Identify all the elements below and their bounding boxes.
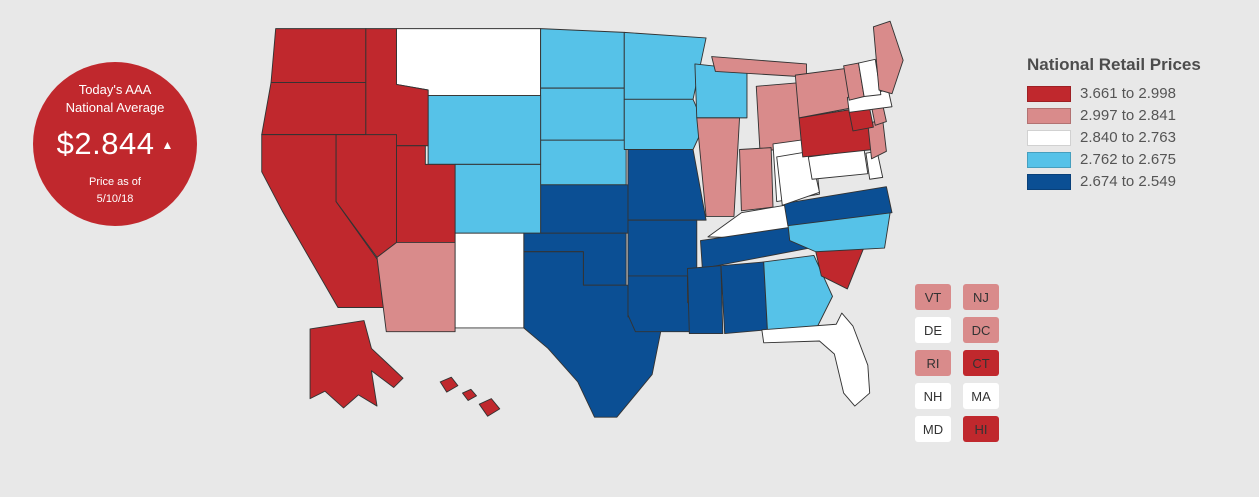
chip-ma[interactable]: MA xyxy=(963,383,999,409)
state-nh[interactable] xyxy=(858,58,882,97)
state-tx[interactable] xyxy=(523,251,662,418)
legend-label: 2.840 to 2.763 xyxy=(1080,129,1176,146)
state-nd[interactable] xyxy=(540,28,625,89)
state-ar[interactable] xyxy=(627,219,698,277)
chip-nh[interactable]: NH xyxy=(915,383,951,409)
chip-ri[interactable]: RI xyxy=(915,350,951,376)
state-wv[interactable] xyxy=(776,150,820,206)
national-average-badge: Today's AAA National Average $2.844 ▲ Pr… xyxy=(33,62,197,226)
chip-dc[interactable]: DC xyxy=(963,317,999,343)
state-mn[interactable] xyxy=(623,31,707,100)
national-average-price: $2.844 xyxy=(56,126,155,162)
state-az[interactable] xyxy=(376,241,456,333)
state-mo[interactable] xyxy=(627,149,707,221)
chip-md[interactable]: MD xyxy=(915,416,951,442)
state-ks[interactable] xyxy=(540,184,629,234)
state-ak[interactable] xyxy=(309,320,404,409)
legend-label: 3.661 to 2.998 xyxy=(1080,85,1176,102)
badge-price-row: $2.844 ▲ xyxy=(57,126,174,162)
us-choropleth-map xyxy=(245,8,905,436)
state-ne[interactable] xyxy=(540,139,627,186)
state-in[interactable] xyxy=(739,147,774,212)
badge-title-line2: National Average xyxy=(65,99,165,115)
badge-note-line1: Price as of xyxy=(89,176,141,189)
state-or[interactable] xyxy=(261,82,367,136)
chip-ct[interactable]: CT xyxy=(963,350,999,376)
state-wy[interactable] xyxy=(427,95,542,165)
legend-label: 2.674 to 2.549 xyxy=(1080,173,1176,190)
legend-row: 2.997 to 2.841 xyxy=(1027,107,1201,124)
trend-up-icon: ▲ xyxy=(161,138,174,153)
state-hi[interactable] xyxy=(439,376,501,417)
badge-title: Today's AAA National Average xyxy=(66,81,165,116)
legend-row: 2.762 to 2.675 xyxy=(1027,151,1201,168)
legend-swatch-white xyxy=(1027,129,1071,146)
legend-swatch-pink xyxy=(1027,107,1071,124)
state-sd[interactable] xyxy=(540,87,625,141)
chip-de[interactable]: DE xyxy=(915,317,951,343)
state-co[interactable] xyxy=(454,163,542,234)
state-ga[interactable] xyxy=(763,255,833,331)
legend-title: National Retail Prices xyxy=(1027,55,1201,74)
state-ms[interactable] xyxy=(687,265,724,335)
state-ia[interactable] xyxy=(623,98,705,150)
legend-swatch-lightblue xyxy=(1027,151,1071,168)
legend-swatch-red xyxy=(1027,85,1071,102)
state-mt[interactable] xyxy=(396,28,542,97)
state-me[interactable] xyxy=(872,20,904,95)
state-il[interactable] xyxy=(696,117,740,217)
legend-label: 2.997 to 2.841 xyxy=(1080,107,1176,124)
legend-label: 2.762 to 2.675 xyxy=(1080,151,1176,168)
chip-nj[interactable]: NJ xyxy=(963,284,999,310)
small-state-chips: VT NJ DE DC RI CT NH MA MD HI xyxy=(915,284,999,442)
legend: National Retail Prices 3.661 to 2.998 2.… xyxy=(1027,55,1201,195)
badge-note-line2: 5/10/18 xyxy=(96,192,134,205)
legend-row: 3.661 to 2.998 xyxy=(1027,85,1201,102)
chip-vt[interactable]: VT xyxy=(915,284,951,310)
legend-row: 2.840 to 2.763 xyxy=(1027,129,1201,146)
legend-row: 2.674 to 2.549 xyxy=(1027,173,1201,190)
state-al[interactable] xyxy=(720,261,768,335)
badge-title-line1: Today's AAA xyxy=(78,81,152,97)
state-fl[interactable] xyxy=(761,312,871,407)
state-va[interactable] xyxy=(783,186,893,227)
state-wa[interactable] xyxy=(270,28,367,84)
legend-swatch-darkblue xyxy=(1027,173,1071,190)
state-nm[interactable] xyxy=(454,232,525,329)
us-map-svg xyxy=(261,20,904,418)
chip-hi[interactable]: HI xyxy=(963,416,999,442)
badge-note: Price as of 5/10/18 xyxy=(89,174,141,207)
